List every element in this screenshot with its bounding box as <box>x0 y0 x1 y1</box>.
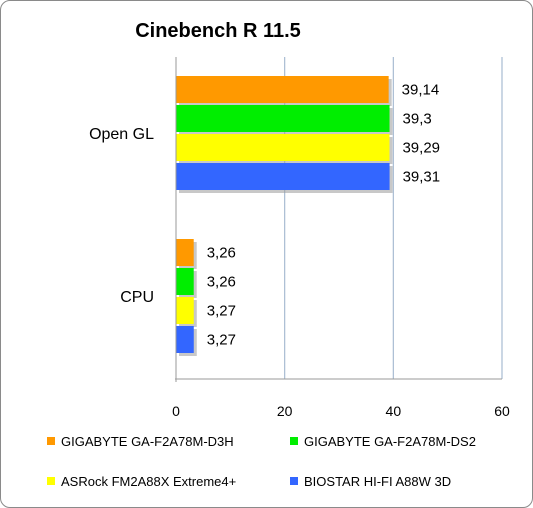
bar <box>176 105 390 132</box>
x-tick-label: 60 <box>494 403 510 419</box>
axes: 0 20 40 60 Open GL CPU <box>89 57 510 419</box>
bar <box>176 76 389 103</box>
legend-entry: BIOSTAR HI-FI A88W 3D <box>304 474 451 489</box>
data-label: 3,27 <box>207 332 236 349</box>
data-label: 39,31 <box>403 169 441 186</box>
legend-swatch <box>290 477 298 485</box>
data-label: 39,3 <box>403 111 432 128</box>
bars: 39,14 39,3 39,29 39,31 3,26 3,26 3,27 3,27 <box>176 76 440 356</box>
legend-swatch <box>47 437 55 445</box>
bar <box>176 326 194 353</box>
x-tick-label: 40 <box>386 403 402 419</box>
legend-entry: ASRock FM2A88X Extreme4+ <box>61 474 236 489</box>
category-label: Open GL <box>89 126 154 143</box>
bar <box>176 134 390 161</box>
legend-swatch <box>47 477 55 485</box>
category-label: CPU <box>120 289 154 306</box>
bar <box>176 268 194 295</box>
data-label: 3,26 <box>207 245 236 262</box>
data-label: 3,26 <box>207 274 236 291</box>
data-label: 39,14 <box>402 82 440 99</box>
legend-entry: GIGABYTE GA-F2A78M-DS2 <box>304 434 476 449</box>
data-label: 39,29 <box>402 140 440 157</box>
bar <box>176 163 390 190</box>
data-label: 3,27 <box>207 303 236 320</box>
legend-entry: GIGABYTE GA-F2A78M-D3H <box>61 434 234 449</box>
x-tick-label: 20 <box>277 403 293 419</box>
bar <box>176 239 194 266</box>
bar <box>176 297 194 324</box>
legend: GIGABYTE GA-F2A78M-D3H GIGABYTE GA-F2A78M… <box>47 434 476 489</box>
legend-swatch <box>290 437 298 445</box>
x-tick-label: 0 <box>172 403 180 419</box>
chart-title: Cinebench R 11.5 <box>135 20 301 42</box>
